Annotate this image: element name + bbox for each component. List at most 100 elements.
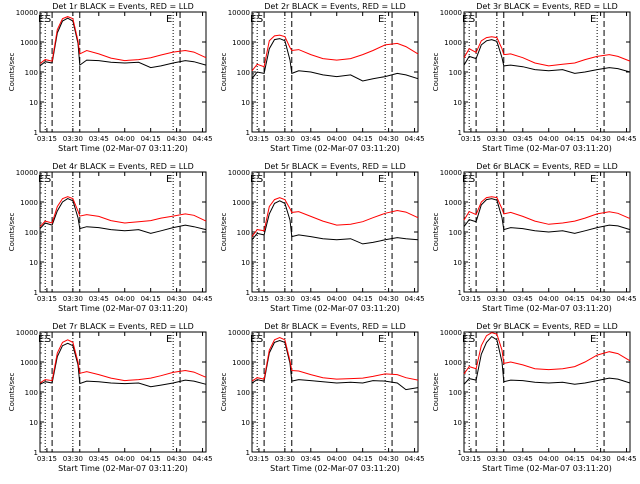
- y-axis-label: Counts/sec: [432, 373, 440, 412]
- x-tick-label: 03:30: [487, 295, 507, 303]
- series-line-events: [251, 38, 419, 82]
- series-line-lld: [463, 36, 631, 67]
- x-axis-label: Start Time (02-Mar-07 03:11:20): [482, 304, 612, 313]
- x-tick-label: 03:45: [301, 135, 321, 143]
- detector-panel-4: Det 4r BLACK = Events, RED = LLD 1 10 100 10…: [8, 162, 213, 313]
- x-axis-label: Start Time (02-Mar-07 03:11:20): [58, 304, 188, 313]
- x-tick-label: 04:45: [404, 455, 424, 463]
- y-tick-label: 1: [34, 129, 38, 137]
- marker-label: E: [250, 14, 256, 25]
- y-tick-label: 10: [29, 419, 38, 427]
- y-tick-label: 10: [241, 259, 250, 267]
- x-tick-label: 04:15: [565, 455, 585, 463]
- y-tick-label: 10000: [228, 329, 250, 337]
- y-tick-label: 10000: [16, 329, 38, 337]
- marker-label: E: [250, 174, 256, 185]
- x-tick-label: 04:30: [167, 455, 187, 463]
- y-tick-label: 100: [25, 389, 38, 397]
- marker-label: E: [38, 174, 44, 185]
- x-tick-label: 03:15: [37, 295, 57, 303]
- panel-title: Det 7r BLACK = Events, RED = LLD: [52, 322, 194, 331]
- y-axis-label: Counts/sec: [220, 53, 228, 92]
- series-line-events: [463, 198, 631, 234]
- y-tick-label: 10: [29, 259, 38, 267]
- x-tick-label: 03:45: [89, 135, 109, 143]
- x-tick-label: 03:45: [89, 295, 109, 303]
- series-line-events: [39, 198, 207, 234]
- y-tick-label: 10000: [16, 9, 38, 17]
- x-tick-label: 03:45: [301, 295, 321, 303]
- y-tick-label: 10: [453, 419, 462, 427]
- x-tick-label: 04:30: [591, 135, 611, 143]
- y-axis-label: Counts/sec: [8, 213, 16, 252]
- x-tick-label: 04:45: [192, 455, 212, 463]
- y-axis-label: Counts/sec: [220, 373, 228, 412]
- marker-label: E: [250, 334, 256, 345]
- panel-title: Det 9r BLACK = Events, RED = LLD: [476, 322, 618, 331]
- x-tick-label: 04:45: [192, 295, 212, 303]
- series-line-lld: [463, 196, 631, 225]
- marker-label: S: [45, 14, 51, 25]
- series-line-events: [463, 39, 631, 74]
- marker-label: S: [469, 14, 475, 25]
- marker-label: E: [590, 334, 596, 345]
- detector-panel-7: Det 7r BLACK = Events, RED = LLD 1 10 100 10…: [8, 322, 213, 473]
- plot-frame: [39, 171, 207, 293]
- x-tick-label: 04:15: [141, 135, 161, 143]
- x-tick-label: 04:30: [167, 295, 187, 303]
- marker-label: E: [378, 334, 384, 345]
- series-line-events: [463, 335, 631, 385]
- y-tick-label: 100: [449, 69, 462, 77]
- series-line-lld: [463, 332, 631, 375]
- marker-label: E: [166, 14, 172, 25]
- y-tick-label: 1000: [20, 199, 38, 207]
- panel-title: Det 4r BLACK = Events, RED = LLD: [52, 162, 194, 171]
- x-tick-label: 04:00: [327, 295, 347, 303]
- y-tick-label: 10: [453, 259, 462, 267]
- series-line-lld: [39, 16, 207, 64]
- y-tick-label: 10000: [440, 169, 462, 177]
- x-tick-label: 03:15: [249, 295, 269, 303]
- y-tick-label: 100: [449, 389, 462, 397]
- y-tick-label: 1000: [444, 39, 462, 47]
- marker-label: E: [590, 174, 596, 185]
- y-tick-label: 10000: [228, 169, 250, 177]
- y-tick-label: 100: [237, 69, 250, 77]
- y-tick-label: 10: [241, 419, 250, 427]
- x-tick-label: 03:30: [275, 455, 295, 463]
- x-tick-label: 04:45: [404, 295, 424, 303]
- marker-label: S: [257, 174, 263, 185]
- x-tick-label: 04:15: [353, 135, 373, 143]
- y-tick-label: 1: [458, 449, 462, 457]
- x-tick-label: 03:30: [63, 295, 83, 303]
- x-tick-label: 04:30: [591, 295, 611, 303]
- x-tick-label: 03:15: [37, 455, 57, 463]
- y-tick-label: 1: [246, 129, 250, 137]
- x-tick-label: 04:00: [115, 135, 135, 143]
- x-tick-label: 04:00: [539, 135, 559, 143]
- marker-label: S: [257, 334, 263, 345]
- x-tick-label: 04:30: [167, 135, 187, 143]
- marker-label: E: [590, 14, 596, 25]
- series-line-events: [251, 200, 419, 245]
- x-axis-label: Start Time (02-Mar-07 03:11:20): [482, 144, 612, 153]
- plot-frame: [251, 331, 419, 453]
- x-tick-label: 03:30: [63, 455, 83, 463]
- marker-label: E: [462, 334, 468, 345]
- series-line-lld: [251, 197, 419, 237]
- x-tick-label: 04:30: [379, 295, 399, 303]
- y-tick-label: 1000: [20, 359, 38, 367]
- plot-frame: [251, 171, 419, 293]
- x-axis-label: Start Time (02-Mar-07 03:11:20): [58, 464, 188, 473]
- series-line-events: [39, 342, 207, 388]
- marker-label: S: [257, 14, 263, 25]
- series-line-events: [251, 339, 419, 391]
- marker-label: E: [462, 14, 468, 25]
- y-axis-label: Counts/sec: [432, 53, 440, 92]
- x-axis-label: Start Time (02-Mar-07 03:11:20): [482, 464, 612, 473]
- x-tick-label: 04:15: [565, 295, 585, 303]
- detector-panel-3: Det 3r BLACK = Events, RED = LLD 1 10 100 10…: [432, 2, 637, 153]
- panel-title: Det 5r BLACK = Events, RED = LLD: [264, 162, 406, 171]
- y-tick-label: 100: [25, 69, 38, 77]
- y-tick-label: 1000: [232, 199, 250, 207]
